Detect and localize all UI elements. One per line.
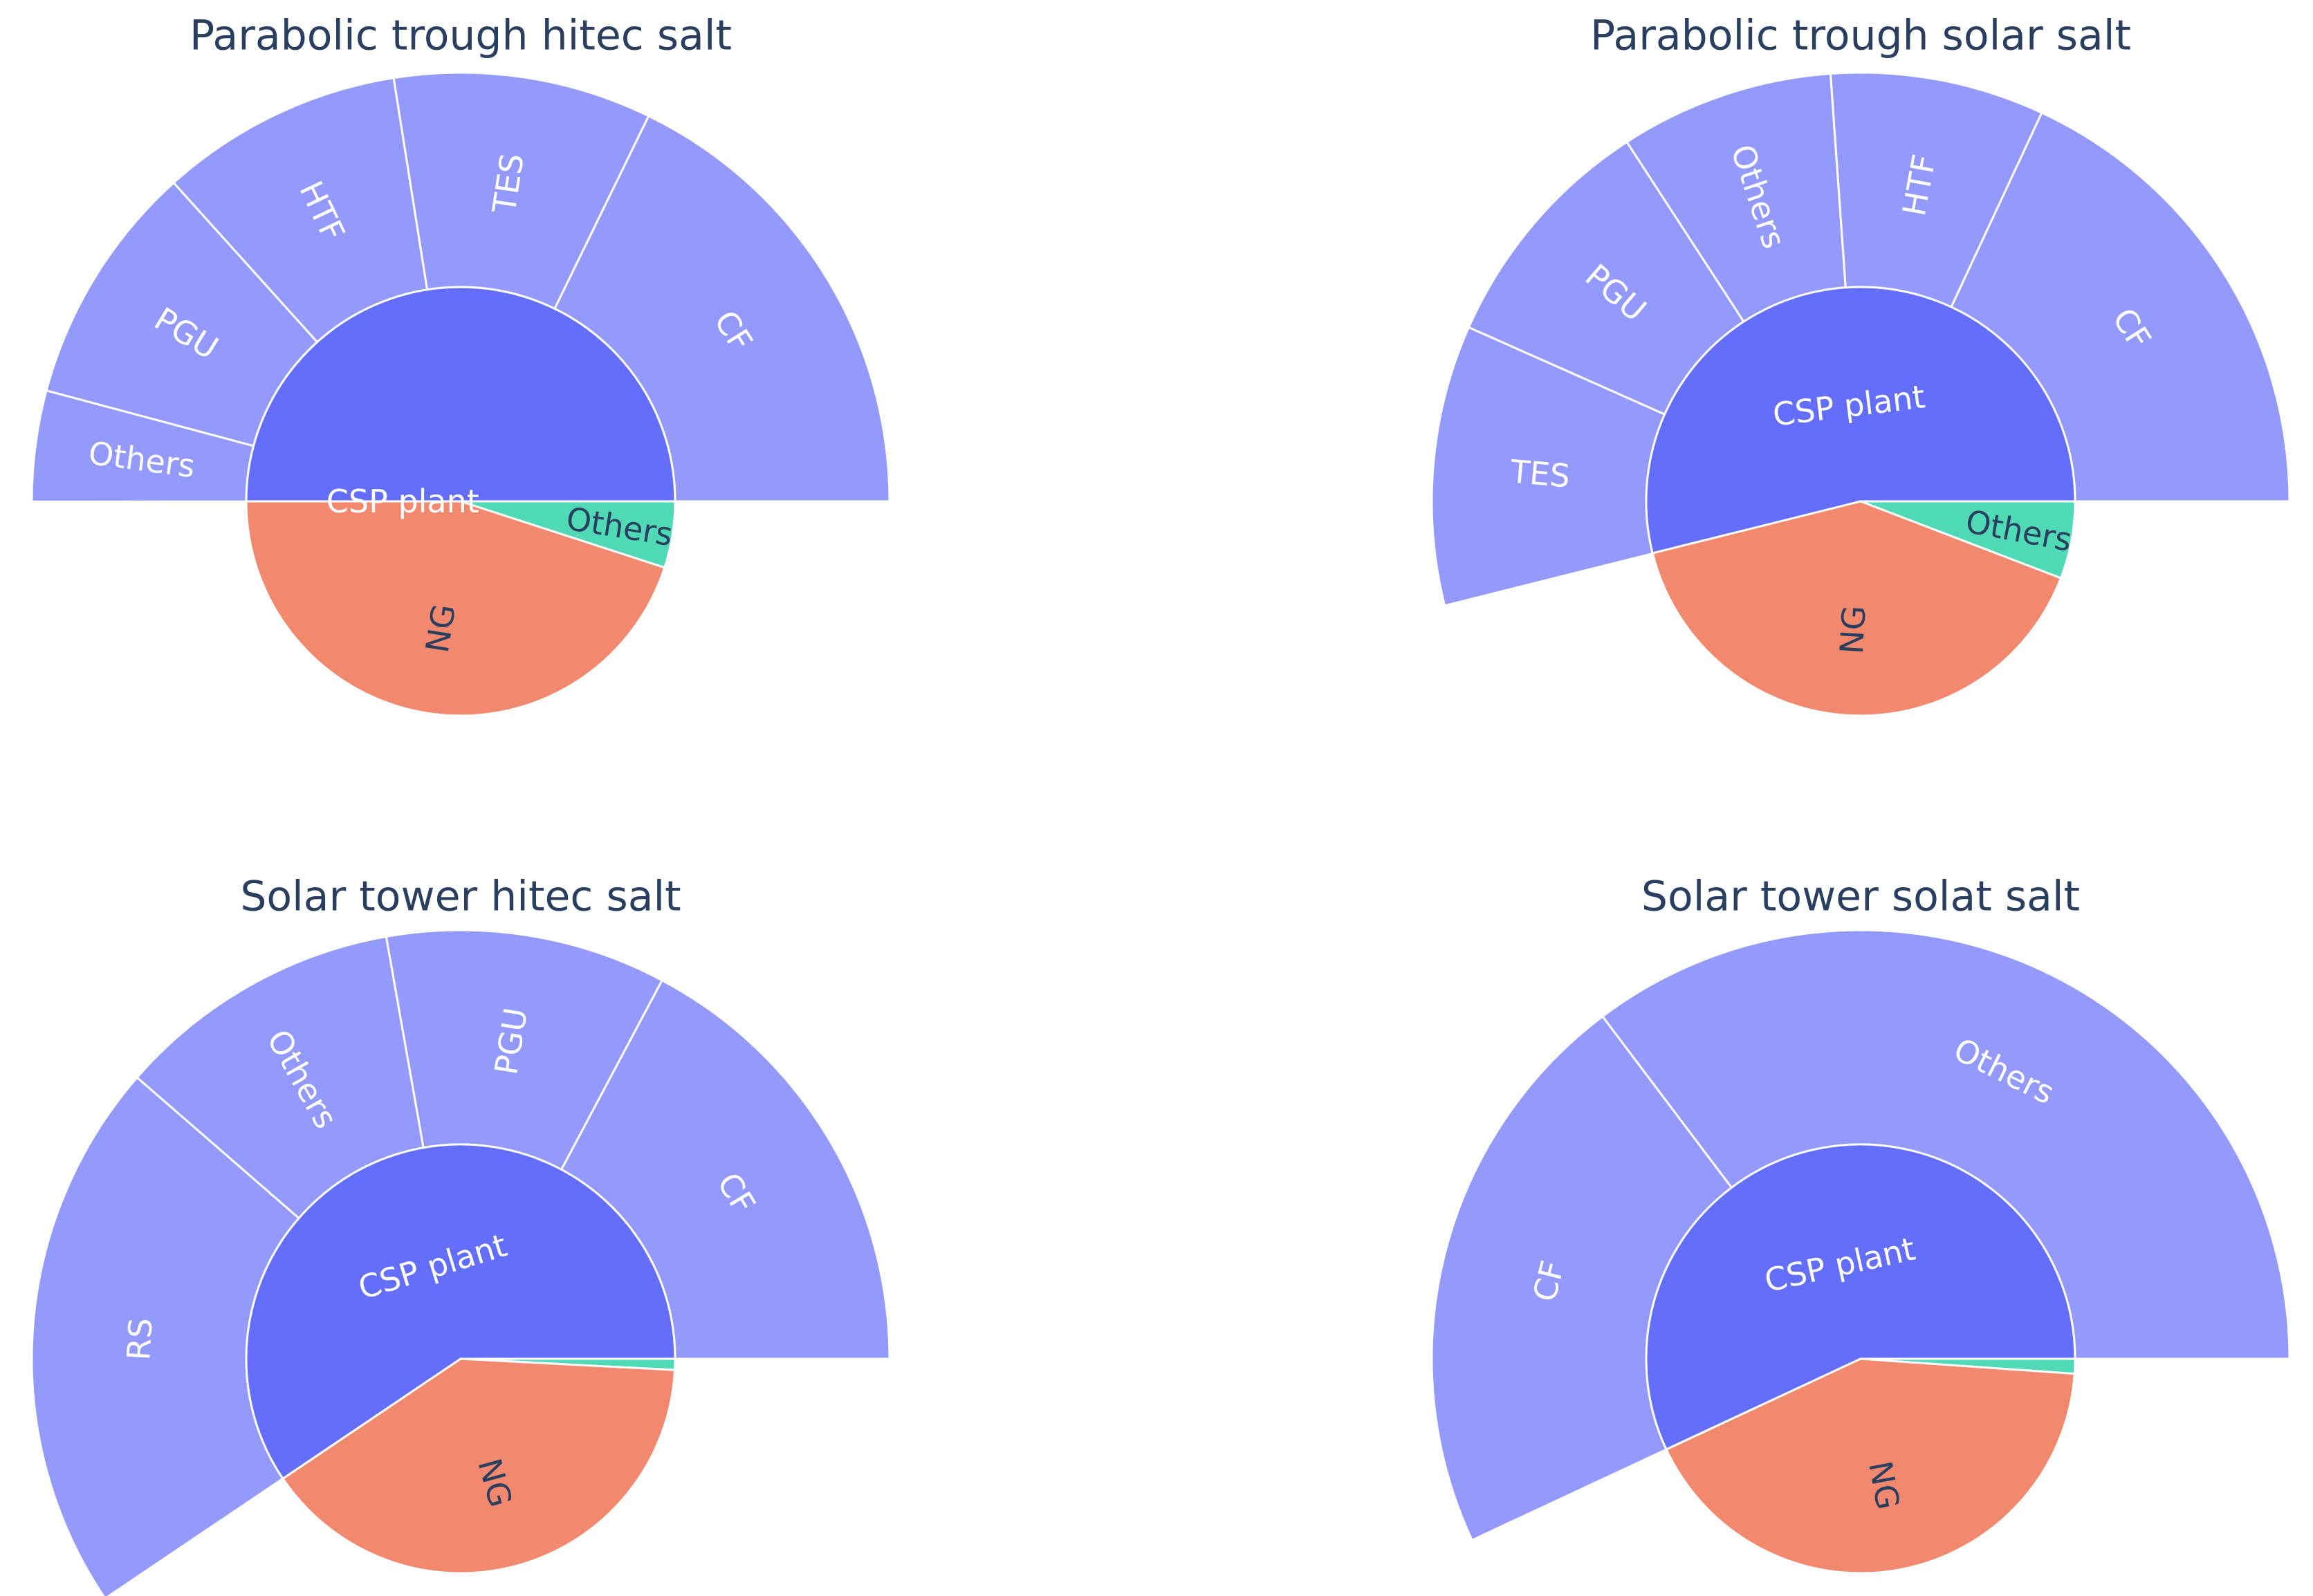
chart-2-inner-ng bbox=[1651, 500, 2063, 717]
chart-4-title: Solar tower solat salt bbox=[1641, 873, 2080, 921]
chart-3-inner-csp-plant bbox=[245, 1143, 676, 1481]
chart-1: Parabolic trough hitec salt CFTESHTFPGUO… bbox=[30, 12, 891, 717]
chart-2-outer-label-tes-4: TES bbox=[1508, 452, 1572, 494]
chart-4-inner-label-ng: NG bbox=[1861, 1458, 1907, 1513]
chart-3-title: Solar tower hitec salt bbox=[240, 873, 681, 921]
chart-3-inner-ng bbox=[281, 1357, 676, 1575]
chart-4-inner-ng bbox=[1665, 1357, 2076, 1575]
chart-4-inner-csp-plant bbox=[1645, 1143, 2076, 1451]
chart-3: Solar tower hitec salt CFPGUOthersRSCSP … bbox=[30, 873, 891, 1596]
chart-2-title: Parabolic trough solar salt bbox=[1590, 12, 2131, 60]
chart-2-inner-csp-plant bbox=[1645, 286, 2076, 555]
chart-2: Parabolic trough solar salt CFHTFOthersP… bbox=[1430, 12, 2291, 717]
chart-1-outer-label-tes-1: TES bbox=[485, 151, 531, 216]
chart-3-outer-label-rs-3: RS bbox=[120, 1317, 160, 1361]
chart-1-inner-label-csp-plant: CSP plant bbox=[326, 483, 479, 520]
chart-1-inner-label-ng: NG bbox=[418, 602, 463, 656]
chart-1-inner-csp-plant bbox=[245, 286, 676, 503]
chart-1-inner-ng bbox=[245, 500, 666, 717]
chart-2-inner-label-ng: NG bbox=[1833, 604, 1873, 655]
chart-1-title: Parabolic trough hitec salt bbox=[190, 12, 732, 60]
